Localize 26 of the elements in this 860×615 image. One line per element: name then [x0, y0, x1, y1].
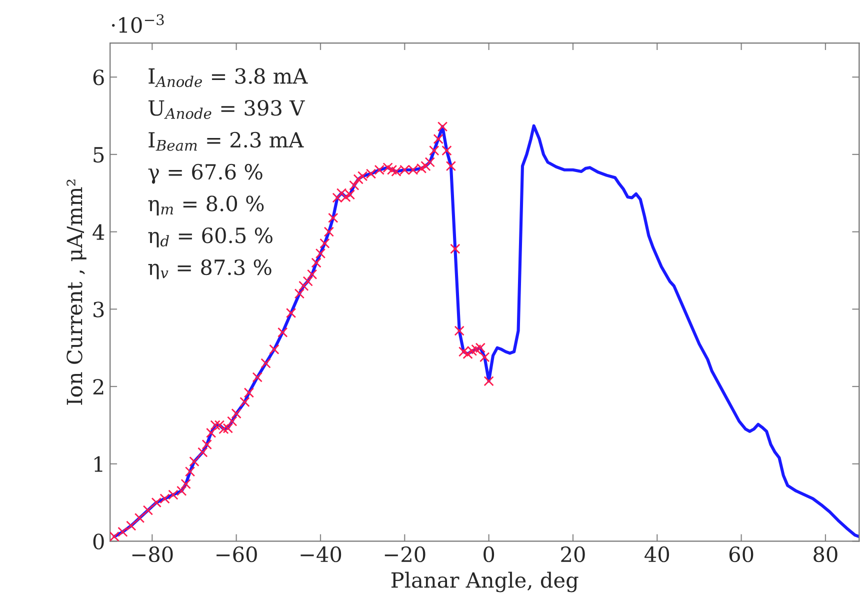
y-tick-label: 2 [93, 378, 104, 394]
y-tick-label: 4 [92, 224, 104, 240]
annotation: γ = 67.6 % [148, 164, 262, 184]
y-tick-label: 0 [93, 534, 104, 550]
x-tick-label: −60 [216, 546, 257, 562]
annotation: U$_{Anode}$ = 393 V [148, 100, 305, 119]
annotation: η$_{d}$ = 60.5 % [148, 228, 272, 248]
y-tick-label: 6 [93, 70, 104, 86]
x-axis-title: Planar Angle, deg [391, 572, 578, 592]
annotation: I$_{Anode}$ = 3.8 mA [148, 68, 308, 88]
annotation: I$_{Beam}$ = 2.3 mA [148, 132, 304, 151]
y-tick-label: 1 [94, 456, 102, 472]
x-tick-label: −80 [132, 546, 173, 562]
x-tick-label: 0 [484, 546, 494, 562]
x-tick-label: 80 [814, 546, 838, 562]
y-axis-title: Ion Current , μA/mm² [66, 180, 86, 405]
annotation: η$_{v}$ = 87.3 % [148, 259, 272, 280]
x-tick-label: 40 [644, 546, 670, 562]
y-tick-label: 5 [94, 147, 104, 163]
text: ·10$^{−3}$ [112, 14, 164, 33]
x-tick-label: 20 [561, 546, 585, 562]
x-tick-label: −40 [300, 546, 342, 562]
x-tick-label: −20 [384, 546, 426, 562]
y-tick-label: 3 [94, 302, 104, 318]
annotation: η$_{m}$ = 8.0 % [148, 196, 264, 216]
x-tick-label: 60 [729, 546, 754, 562]
